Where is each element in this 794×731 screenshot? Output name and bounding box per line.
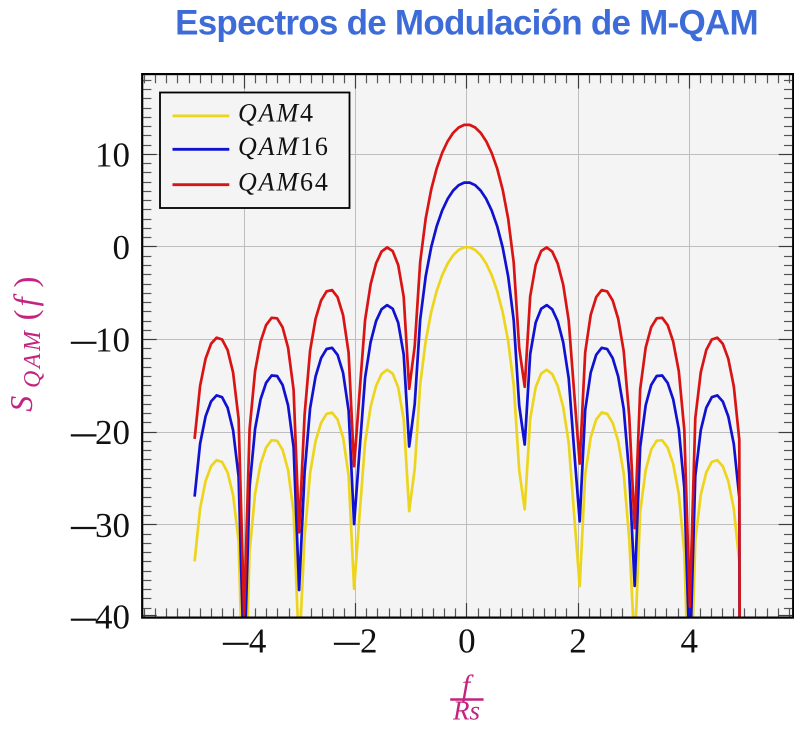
svg-text:): ): [9, 277, 45, 288]
svg-text:10: 10: [95, 321, 130, 360]
svg-text:0: 0: [458, 622, 476, 661]
svg-text:2: 2: [360, 622, 378, 661]
svg-text:2: 2: [569, 622, 587, 661]
svg-text:QAM64: QAM64: [238, 167, 330, 196]
svg-text:10: 10: [95, 135, 130, 174]
svg-text:0: 0: [113, 228, 131, 267]
svg-text:(: (: [9, 309, 45, 320]
svg-text:Rs: Rs: [452, 696, 480, 726]
svg-text:40: 40: [95, 598, 130, 637]
svg-text:30: 30: [95, 506, 130, 545]
svg-text:S: S: [3, 396, 39, 412]
svg-text:QAM16: QAM16: [238, 132, 330, 161]
svg-text:20: 20: [95, 413, 130, 452]
svg-text:4: 4: [249, 622, 267, 661]
svg-text:Espectros de Modulación de M-Q: Espectros de Modulación de M-QAM: [175, 4, 758, 43]
svg-text:4: 4: [680, 622, 698, 661]
svg-text:QAM: QAM: [20, 329, 46, 388]
svg-text:QAM4: QAM4: [238, 99, 315, 128]
